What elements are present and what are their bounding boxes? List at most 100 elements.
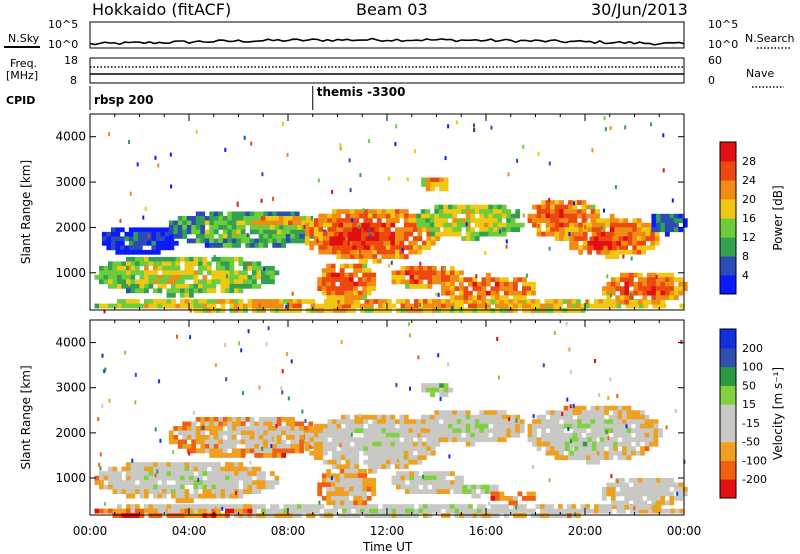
data-cell bbox=[247, 484, 253, 490]
data-cell bbox=[365, 236, 371, 242]
data-cell bbox=[587, 437, 593, 443]
data-cell bbox=[545, 200, 551, 205]
data-cell bbox=[211, 270, 217, 276]
data-cell bbox=[626, 437, 632, 443]
data-cell bbox=[195, 220, 201, 226]
data-cell bbox=[438, 410, 444, 416]
data-cell bbox=[101, 353, 104, 358]
data-cell bbox=[435, 441, 441, 447]
data-cell bbox=[573, 201, 575, 206]
data-cell bbox=[662, 133, 665, 138]
colorbar-label: Velocity [m s⁻¹] bbox=[771, 367, 785, 460]
data-cell bbox=[345, 464, 351, 470]
data-cell bbox=[363, 441, 369, 447]
data-cell bbox=[195, 234, 201, 239]
data-cell bbox=[182, 234, 188, 239]
data-cell bbox=[202, 279, 208, 285]
data-cell bbox=[267, 421, 273, 427]
data-cell bbox=[274, 513, 280, 518]
data-cell bbox=[452, 209, 458, 214]
data-cell bbox=[286, 351, 289, 356]
data-cell bbox=[171, 270, 176, 276]
data-cell bbox=[573, 446, 579, 452]
data-cell bbox=[166, 303, 172, 309]
data-cell bbox=[169, 152, 172, 157]
data-cell bbox=[245, 238, 251, 244]
data-cell bbox=[313, 428, 319, 434]
data-cell bbox=[256, 274, 262, 280]
data-cell bbox=[135, 261, 140, 267]
data-cell bbox=[391, 508, 397, 514]
data-cell bbox=[112, 513, 118, 518]
data-cell bbox=[577, 428, 582, 434]
data-cell bbox=[376, 455, 382, 461]
data-cell bbox=[154, 427, 157, 432]
data-cell bbox=[274, 225, 280, 230]
data-cell bbox=[385, 414, 391, 420]
data-cell bbox=[418, 299, 424, 304]
data-cell bbox=[357, 281, 363, 287]
data-cell bbox=[211, 274, 217, 280]
data-cell bbox=[463, 299, 469, 304]
data-cell bbox=[310, 513, 316, 518]
data-cell bbox=[414, 513, 419, 518]
data-cell bbox=[112, 265, 118, 271]
data-cell bbox=[640, 410, 645, 416]
data-cell bbox=[408, 437, 414, 443]
data-cell bbox=[309, 428, 315, 434]
data-cell bbox=[351, 303, 356, 309]
data-cell bbox=[633, 482, 639, 488]
data-cell bbox=[272, 417, 278, 422]
data-cell bbox=[117, 480, 122, 485]
data-cell bbox=[660, 277, 666, 283]
data-cell bbox=[247, 475, 253, 481]
data-cell bbox=[130, 508, 136, 514]
data-cell bbox=[336, 450, 342, 456]
data-cell bbox=[391, 275, 397, 280]
data-cell bbox=[213, 211, 219, 217]
data-cell bbox=[148, 466, 154, 472]
data-cell bbox=[616, 479, 619, 484]
data-cell bbox=[213, 421, 219, 427]
data-cell bbox=[313, 231, 319, 237]
data-cell bbox=[189, 480, 194, 485]
data-cell bbox=[651, 505, 657, 510]
data-cell bbox=[569, 227, 575, 233]
data-cell bbox=[403, 414, 409, 420]
data-cell bbox=[372, 209, 378, 214]
data-cell bbox=[189, 513, 194, 518]
data-cell bbox=[394, 450, 400, 456]
data-cell bbox=[348, 263, 354, 269]
data-cell bbox=[447, 362, 450, 367]
data-cell bbox=[395, 124, 398, 129]
data-cell bbox=[349, 423, 355, 429]
data-cell bbox=[614, 227, 620, 233]
data-cell bbox=[586, 204, 591, 210]
data-cell bbox=[572, 403, 575, 408]
data-cell bbox=[191, 225, 197, 230]
data-cell bbox=[229, 303, 235, 309]
data-cell bbox=[559, 446, 564, 452]
data-cell bbox=[425, 218, 431, 223]
data-cell bbox=[326, 286, 332, 291]
data-cell bbox=[586, 419, 591, 425]
data-cell bbox=[160, 245, 166, 251]
data-cell bbox=[609, 222, 615, 228]
data-cell bbox=[427, 299, 433, 304]
data-cell bbox=[492, 428, 498, 434]
data-cell bbox=[153, 462, 158, 467]
data-cell bbox=[595, 209, 600, 214]
data-cell bbox=[175, 513, 181, 518]
data-cell bbox=[581, 428, 587, 434]
data-cell bbox=[258, 430, 264, 436]
data-cell bbox=[576, 303, 581, 309]
data-cell bbox=[438, 213, 444, 219]
data-cell bbox=[578, 450, 584, 456]
data-cell bbox=[443, 177, 449, 183]
data-cell bbox=[218, 216, 224, 221]
data-cell bbox=[287, 396, 290, 401]
data-cell bbox=[270, 216, 275, 221]
data-cell bbox=[124, 245, 130, 251]
data-cell bbox=[319, 513, 325, 518]
data-cell bbox=[550, 410, 555, 416]
